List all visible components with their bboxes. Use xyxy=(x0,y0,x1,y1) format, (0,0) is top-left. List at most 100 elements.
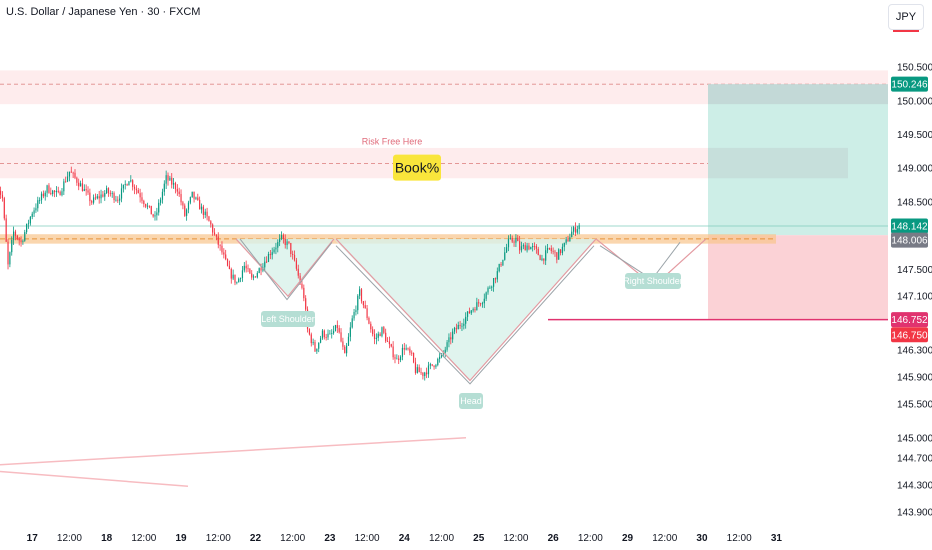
candle-body xyxy=(359,289,361,296)
candle-body xyxy=(111,193,113,194)
candle-body xyxy=(411,352,413,354)
candle-body xyxy=(176,189,178,192)
candle-body xyxy=(372,329,374,335)
candle-body xyxy=(22,240,24,242)
time-axis[interactable]: 17 12:00 18 12:00 19 12:00 22 12:00 23 12:00 24 12:… xyxy=(27,533,783,544)
candle-body xyxy=(342,341,344,347)
candle-body xyxy=(559,249,562,254)
candle-body xyxy=(385,332,387,342)
candle-body xyxy=(377,333,379,338)
candle-body xyxy=(252,276,255,278)
candle-body xyxy=(541,258,543,261)
candle-body xyxy=(238,278,240,283)
candle-body xyxy=(452,331,454,340)
candle-body xyxy=(561,246,564,254)
candle-body xyxy=(446,342,448,350)
candle-body xyxy=(148,205,151,207)
candle-body xyxy=(414,362,417,373)
x-tick-label: 30 xyxy=(696,533,708,544)
candle-body xyxy=(215,234,217,237)
candle-body xyxy=(106,188,108,194)
candle-body xyxy=(567,239,569,242)
head-outline xyxy=(335,238,597,382)
right-shoulder-label: Right Shoulder xyxy=(623,276,683,286)
candle-body xyxy=(70,171,72,173)
candle-body xyxy=(439,356,441,359)
candle-body xyxy=(85,189,87,191)
currency-button[interactable]: JPY xyxy=(888,4,924,32)
candle-body xyxy=(182,202,184,206)
candle-body xyxy=(507,238,510,248)
candle-body xyxy=(48,185,50,193)
candle-body xyxy=(390,344,392,347)
candle-body xyxy=(124,184,126,185)
candle-body xyxy=(383,327,385,333)
y-tick-label: 145.500 xyxy=(897,400,932,411)
candle-body xyxy=(565,239,567,243)
candle-body xyxy=(545,250,547,261)
candle-body xyxy=(187,202,190,210)
candle-body xyxy=(89,192,91,202)
candle-body xyxy=(74,172,76,178)
candle-body xyxy=(81,183,84,191)
candle-body xyxy=(431,364,433,366)
candle-body xyxy=(388,341,391,345)
tag-stop-a: 146.752 xyxy=(891,315,928,326)
candle-body xyxy=(539,255,541,261)
head-shoulders-fill xyxy=(236,238,596,381)
candle-body xyxy=(444,349,446,353)
candle-body xyxy=(96,196,98,199)
candle-body xyxy=(225,254,227,260)
candle-body xyxy=(403,347,405,350)
candle-body xyxy=(273,249,275,253)
candle-body xyxy=(299,275,301,284)
candle-body xyxy=(24,232,26,241)
candle-body xyxy=(68,171,71,177)
tag-last-price-bg xyxy=(891,218,928,234)
x-tick-label: 23 xyxy=(324,533,336,544)
candle-body xyxy=(102,194,104,197)
candle-body xyxy=(31,213,33,217)
y-tick-label: 144.300 xyxy=(897,480,932,491)
candle-body xyxy=(533,246,536,247)
x-tick-label: 12:00 xyxy=(206,533,231,544)
price-axis[interactable]: 150.500 150.000 149.500 149.000 148.500 147.5… xyxy=(897,63,932,519)
candle-body xyxy=(405,348,407,350)
candle-body xyxy=(351,318,353,328)
candle-body xyxy=(500,264,502,266)
candle-body xyxy=(94,197,97,199)
candle-body xyxy=(362,301,364,306)
candle-body xyxy=(79,183,82,187)
candle-body xyxy=(491,286,493,288)
x-tick-label: 12:00 xyxy=(578,533,603,544)
candle-body xyxy=(280,235,283,239)
candle-body xyxy=(463,323,465,326)
candle-body xyxy=(16,235,18,239)
x-tick-label: 12:00 xyxy=(429,533,454,544)
candle-body xyxy=(251,273,253,278)
candle-body xyxy=(494,278,497,280)
candle-body xyxy=(427,365,430,375)
candle-body xyxy=(396,358,398,360)
candle-body xyxy=(292,254,294,255)
candle-body xyxy=(87,190,89,193)
candle-body xyxy=(429,364,431,366)
candle-body xyxy=(461,325,463,327)
left-shoulder-outline xyxy=(235,238,335,298)
right-shoulder-label-bg xyxy=(625,273,681,289)
candle-body xyxy=(552,250,554,252)
candle-body xyxy=(546,247,549,251)
candle-body xyxy=(212,224,214,233)
candle-body xyxy=(172,183,175,185)
candle-body xyxy=(433,365,435,367)
candle-body xyxy=(133,186,136,189)
tag-stop-b-bg xyxy=(891,327,928,343)
left-shoulder-inner xyxy=(239,238,333,301)
symbol-title[interactable]: U.S. Dollar / Japanese Yen · 30 · FXCM xyxy=(6,6,201,18)
left-shoulder-label: Left Shoulder xyxy=(261,314,315,324)
candle-body xyxy=(548,247,551,249)
candle-body xyxy=(528,245,530,250)
candle-body xyxy=(113,193,115,201)
